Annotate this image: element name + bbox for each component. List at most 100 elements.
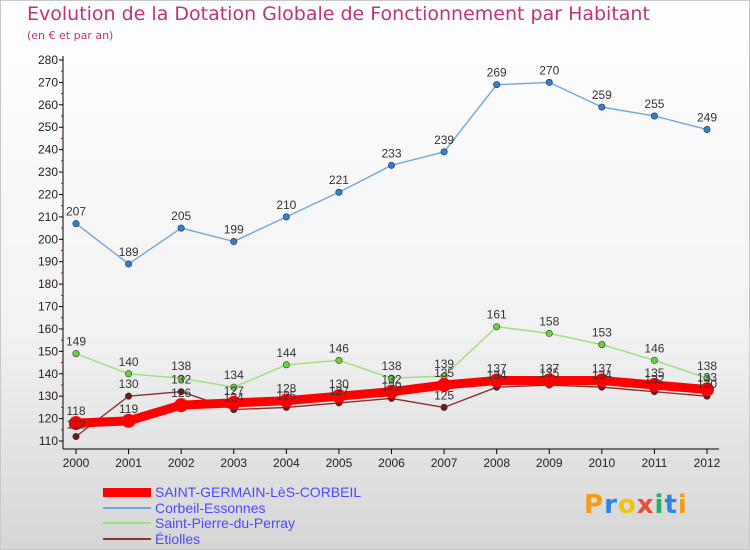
- y-tick-label: 250: [38, 120, 58, 134]
- data-point: [279, 393, 294, 408]
- data-point: [437, 377, 452, 392]
- data-label: 153: [592, 326, 612, 340]
- x-tick-label: 2008: [483, 456, 510, 470]
- chart-title: Evolution de la Dotation Globale de Fonc…: [27, 3, 650, 25]
- y-tick-label: 160: [38, 322, 58, 336]
- data-point: [125, 260, 133, 268]
- data-point: [700, 382, 714, 397]
- series-1: [72, 78, 711, 268]
- data-label: 130: [329, 377, 349, 391]
- series-line: [75, 81, 708, 265]
- logo-letter: t: [664, 490, 678, 520]
- data-point: [493, 323, 501, 331]
- data-label: 269: [487, 66, 507, 80]
- data-label: 124: [224, 391, 244, 405]
- data-label: 132: [171, 373, 191, 387]
- y-tick-label: 280: [38, 53, 58, 67]
- x-tick-label: 2009: [536, 456, 563, 470]
- data-label: 129: [381, 379, 401, 393]
- data-label: 135: [644, 366, 664, 380]
- data-point: [174, 398, 189, 413]
- data-label: 161: [487, 308, 507, 322]
- data-point: [125, 370, 133, 378]
- data-label: 139: [434, 357, 454, 371]
- series-0: [69, 373, 714, 431]
- data-label: 134: [487, 368, 507, 382]
- data-label: 118: [66, 404, 85, 418]
- data-point: [542, 373, 557, 388]
- data-label: 125: [276, 388, 296, 402]
- data-label: 259: [592, 88, 612, 102]
- x-tick-label: 2011: [642, 456, 668, 470]
- legend-swatch: [103, 522, 151, 524]
- x-tick-label: 2003: [220, 456, 247, 470]
- data-label: 199: [224, 223, 244, 237]
- data-point: [177, 388, 185, 396]
- data-label: 137: [487, 361, 507, 375]
- data-point: [230, 238, 238, 246]
- data-label: 112: [66, 418, 85, 432]
- data-label: 128: [276, 382, 296, 396]
- data-label: 144: [276, 346, 296, 360]
- y-tick-label: 260: [38, 98, 58, 112]
- data-point: [440, 403, 448, 411]
- data-point: [647, 377, 662, 392]
- x-tick-label: 2002: [168, 456, 195, 470]
- data-label: 135: [434, 366, 454, 380]
- data-label: 210: [276, 198, 296, 212]
- data-point: [650, 356, 658, 364]
- x-tick-label: 2010: [588, 456, 615, 470]
- data-label: 138: [697, 359, 717, 373]
- logo-letter: r: [604, 490, 618, 520]
- x-tick-label: 2004: [273, 456, 300, 470]
- data-label: 233: [381, 146, 401, 160]
- series-2: [72, 323, 711, 391]
- y-tick-label: 270: [38, 75, 58, 89]
- legend-swatch: [103, 506, 151, 509]
- legend-swatch: [103, 487, 151, 497]
- y-tick-label: 200: [38, 232, 58, 246]
- data-label: 127: [329, 384, 349, 398]
- data-point: [335, 356, 343, 364]
- y-tick-label: 220: [38, 187, 58, 201]
- y-tick-label: 130: [38, 389, 58, 403]
- data-label: 138: [381, 359, 401, 373]
- legend-swatch: [103, 537, 151, 540]
- y-tick-label: 240: [38, 143, 58, 157]
- data-label: 146: [329, 341, 349, 355]
- x-tick-label: 2006: [378, 456, 405, 470]
- data-label: 137: [539, 361, 559, 375]
- data-label: 132: [644, 373, 664, 387]
- x-tick-label: 2005: [326, 456, 353, 470]
- data-point: [598, 103, 606, 111]
- data-label: 146: [644, 341, 664, 355]
- proxiti-logo: Proxiti: [584, 490, 688, 520]
- data-point: [230, 383, 238, 391]
- y-tick-label: 210: [38, 210, 58, 224]
- data-point: [72, 433, 80, 441]
- data-label: 158: [539, 314, 559, 328]
- y-tick-label: 110: [39, 434, 58, 448]
- logo-letter: i: [677, 490, 688, 520]
- y-tick-label: 170: [38, 300, 58, 314]
- data-label: 249: [697, 110, 717, 124]
- chart-subtitle: (en € et par an): [27, 29, 114, 42]
- data-label: 270: [539, 63, 559, 77]
- legend-label: Étiolles: [155, 530, 201, 547]
- data-point: [493, 81, 501, 89]
- data-point: [384, 384, 399, 399]
- data-label: 137: [592, 361, 612, 375]
- data-label: 127: [224, 384, 244, 398]
- legend-label: SAINT-GERMAIN-LèS-CORBEIL: [155, 484, 362, 500]
- y-tick-label: 120: [38, 412, 58, 426]
- data-point: [226, 395, 241, 410]
- data-point: [594, 373, 609, 388]
- data-point: [331, 389, 346, 404]
- y-tick-label: 140: [38, 367, 58, 381]
- x-tick-label: 2007: [431, 456, 458, 470]
- data-point: [387, 161, 395, 169]
- y-tick-label: 190: [38, 255, 58, 269]
